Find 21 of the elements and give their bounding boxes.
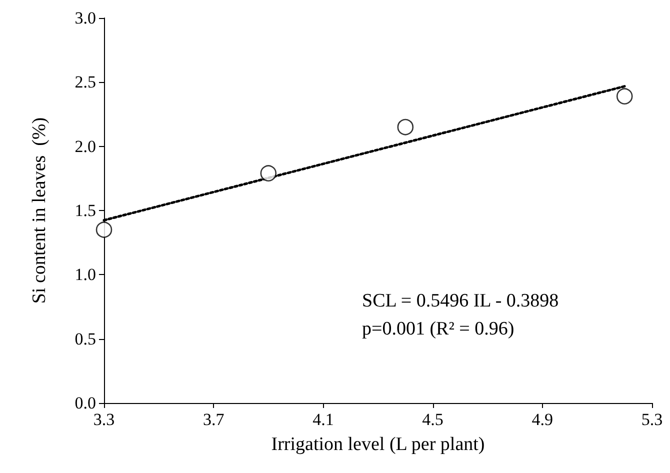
x-tick-label: 3.3 [93, 410, 115, 429]
point [96, 222, 112, 238]
x-tick-label: 5.3 [641, 410, 663, 429]
y-tick-label: 1.5 [74, 201, 96, 220]
point [260, 165, 277, 182]
point [397, 118, 414, 136]
y-tick-label: 1.0 [74, 265, 96, 284]
x-tick-label: 4.1 [312, 410, 334, 429]
annotation: p=0.001 (R² = 0.96) [362, 318, 514, 340]
x-tick-label: 4.9 [532, 410, 554, 429]
y-axis-title: Si content in leaves (%) [29, 117, 50, 304]
y-tick-label: 2.5 [74, 72, 96, 92]
x-tick-label: 3.7 [202, 410, 225, 429]
point [616, 88, 633, 104]
y-tick-label: 0.5 [74, 329, 96, 348]
y-tick-label: 2.0 [74, 136, 96, 156]
y-tick-label: 0.0 [74, 394, 96, 412]
x-tick-label: 4.5 [422, 410, 444, 429]
y-tick-label: 3.0 [74, 8, 96, 28]
x-axis-title: Irrigation level (L per plant) [271, 434, 485, 455]
annotation: SCL = 0.5496 IL - 0.3898 [362, 290, 559, 312]
